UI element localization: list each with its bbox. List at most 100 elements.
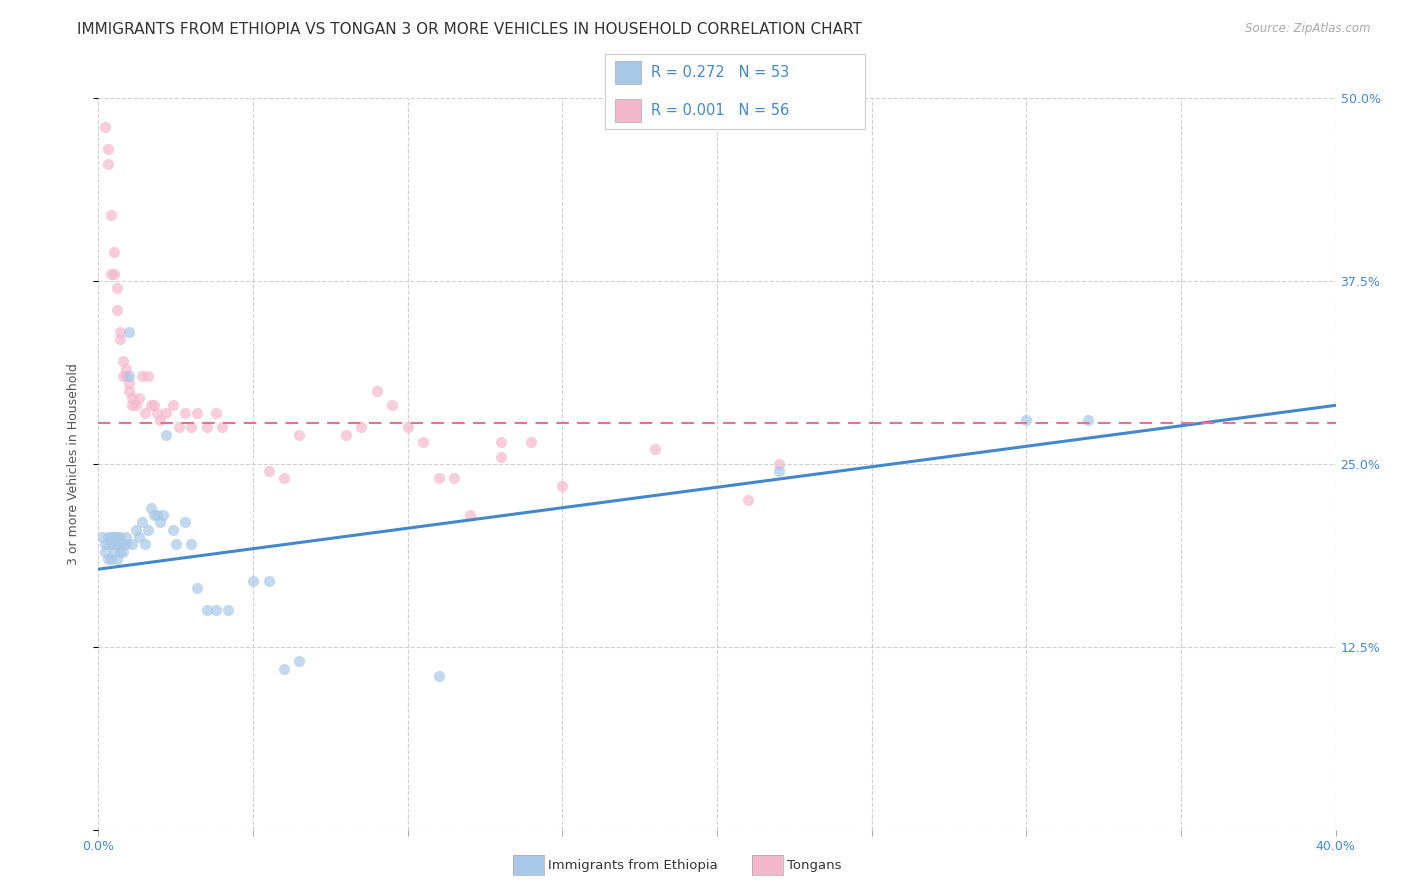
Point bbox=[93, 544, 115, 558]
Point bbox=[97, 157, 120, 171]
Point bbox=[427, 669, 450, 683]
Point bbox=[108, 544, 131, 558]
Point bbox=[737, 493, 759, 508]
Point bbox=[112, 354, 135, 368]
Point bbox=[121, 391, 143, 405]
Point bbox=[165, 537, 187, 551]
Text: Source: ZipAtlas.com: Source: ZipAtlas.com bbox=[1246, 22, 1371, 36]
Point bbox=[288, 654, 311, 668]
Point bbox=[288, 427, 311, 442]
Point bbox=[100, 537, 122, 551]
Point bbox=[143, 508, 166, 522]
Point bbox=[186, 406, 208, 420]
Point bbox=[217, 603, 239, 617]
Point bbox=[90, 530, 112, 544]
Point bbox=[115, 369, 138, 384]
Point bbox=[115, 361, 138, 376]
Point bbox=[115, 537, 138, 551]
Point bbox=[174, 516, 197, 530]
Point bbox=[134, 537, 156, 551]
Point bbox=[112, 544, 135, 558]
Y-axis label: 3 or more Vehicles in Household: 3 or more Vehicles in Household bbox=[67, 363, 80, 565]
Point bbox=[152, 508, 174, 522]
Point bbox=[242, 574, 264, 588]
Point bbox=[97, 552, 120, 566]
Text: IMMIGRANTS FROM ETHIOPIA VS TONGAN 3 OR MORE VEHICLES IN HOUSEHOLD CORRELATION C: IMMIGRANTS FROM ETHIOPIA VS TONGAN 3 OR … bbox=[77, 22, 862, 37]
Point bbox=[195, 603, 218, 617]
Text: R = 0.001   N = 56: R = 0.001 N = 56 bbox=[651, 103, 790, 118]
Point bbox=[108, 530, 131, 544]
Point bbox=[366, 384, 388, 398]
Point bbox=[118, 376, 141, 391]
Point bbox=[257, 574, 280, 588]
Point bbox=[174, 406, 197, 420]
Point bbox=[108, 537, 131, 551]
Point bbox=[195, 420, 218, 434]
Point bbox=[124, 523, 146, 537]
Point bbox=[105, 530, 128, 544]
Point bbox=[205, 603, 228, 617]
Point bbox=[103, 244, 125, 259]
Point bbox=[768, 457, 790, 471]
Point bbox=[350, 420, 373, 434]
Point bbox=[97, 537, 120, 551]
Point bbox=[551, 479, 574, 493]
Point bbox=[162, 523, 184, 537]
Point bbox=[118, 325, 141, 339]
Point bbox=[115, 530, 138, 544]
Point bbox=[128, 530, 150, 544]
Point bbox=[155, 406, 177, 420]
Point bbox=[489, 450, 512, 464]
Point bbox=[103, 537, 125, 551]
Point bbox=[149, 516, 172, 530]
Point bbox=[180, 537, 202, 551]
Point bbox=[112, 369, 135, 384]
Point bbox=[162, 398, 184, 412]
Point bbox=[105, 303, 128, 318]
Text: Immigrants from Ethiopia: Immigrants from Ethiopia bbox=[548, 859, 718, 871]
Point bbox=[273, 662, 295, 676]
Point bbox=[644, 442, 666, 457]
Point bbox=[136, 523, 159, 537]
Bar bbox=[614, 62, 641, 84]
Point bbox=[149, 413, 172, 427]
Point bbox=[124, 398, 146, 412]
Point bbox=[1015, 413, 1038, 427]
Point bbox=[186, 581, 208, 595]
Point bbox=[146, 406, 169, 420]
Point bbox=[273, 471, 295, 485]
Point bbox=[335, 427, 357, 442]
Point bbox=[108, 333, 131, 347]
Text: Tongans: Tongans bbox=[787, 859, 842, 871]
Point bbox=[427, 471, 450, 485]
Point bbox=[131, 516, 153, 530]
Bar bbox=[614, 99, 641, 122]
Point bbox=[412, 434, 434, 449]
Point bbox=[103, 530, 125, 544]
Point bbox=[93, 120, 115, 135]
Point bbox=[103, 530, 125, 544]
Point bbox=[128, 391, 150, 405]
Point bbox=[93, 537, 115, 551]
Text: R = 0.272   N = 53: R = 0.272 N = 53 bbox=[651, 64, 790, 79]
Point bbox=[103, 544, 125, 558]
Point bbox=[105, 537, 128, 551]
Point bbox=[97, 142, 120, 156]
Point bbox=[155, 427, 177, 442]
Point bbox=[180, 420, 202, 434]
Point bbox=[167, 420, 190, 434]
Point bbox=[121, 398, 143, 412]
Point bbox=[205, 406, 228, 420]
Point bbox=[121, 537, 143, 551]
Point bbox=[143, 398, 166, 412]
Point bbox=[118, 369, 141, 384]
Point bbox=[105, 552, 128, 566]
Point bbox=[257, 464, 280, 478]
Point bbox=[381, 398, 404, 412]
Point bbox=[108, 325, 131, 339]
Point bbox=[100, 552, 122, 566]
Point bbox=[520, 434, 543, 449]
Point bbox=[131, 369, 153, 384]
Point bbox=[100, 267, 122, 281]
Point bbox=[1077, 413, 1099, 427]
